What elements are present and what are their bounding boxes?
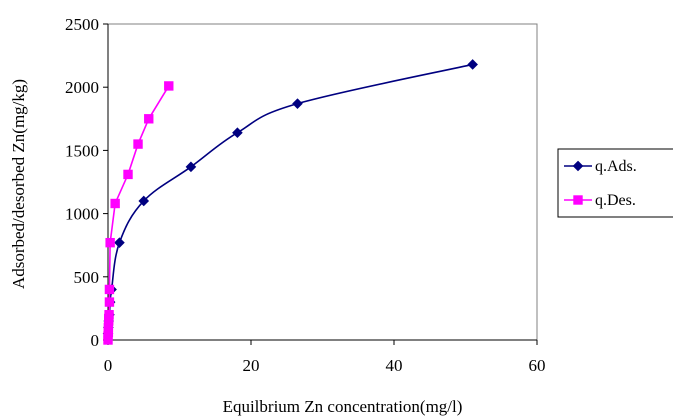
data-point-ads bbox=[185, 161, 197, 173]
x-axis-title: Equilbrium Zn concentration(mg/l) bbox=[223, 397, 463, 416]
y-axis-title: Adsorbed/desorbed Zn(mg/kg) bbox=[9, 79, 28, 289]
data-point-ads bbox=[292, 98, 303, 109]
data-point-des bbox=[133, 139, 143, 149]
y-tick-label: 2000 bbox=[65, 78, 99, 97]
legend-item-ads: q.Ads. bbox=[564, 158, 637, 175]
y-tick-label: 500 bbox=[74, 268, 100, 287]
data-point-ads bbox=[138, 195, 150, 207]
legend-item-des: q.Des. bbox=[564, 192, 636, 209]
series-des bbox=[103, 81, 174, 345]
x-tick-label: 0 bbox=[104, 356, 113, 375]
y-tick-label: 0 bbox=[91, 331, 100, 350]
data-point-ads bbox=[232, 127, 243, 139]
legend-box bbox=[557, 148, 673, 218]
data-point-des bbox=[110, 198, 120, 209]
legend: q.Ads. q.Des. bbox=[557, 148, 673, 218]
data-point-des bbox=[123, 169, 133, 180]
data-point-ads bbox=[467, 59, 478, 70]
x-tick-label: 40 bbox=[386, 356, 403, 375]
legend-label-des: q.Des. bbox=[595, 192, 636, 209]
y-tick-label: 1500 bbox=[65, 141, 99, 160]
legend-swatch-marker bbox=[573, 195, 583, 205]
y-tick-label: 2500 bbox=[65, 15, 99, 34]
series-layer bbox=[102, 59, 478, 345]
data-point-ads bbox=[114, 237, 125, 248]
plot-area bbox=[107, 23, 538, 341]
data-point-des bbox=[105, 237, 115, 248]
data-point-des bbox=[104, 310, 114, 320]
plot-frame bbox=[107, 23, 538, 341]
x-tick-label: 20 bbox=[243, 356, 260, 375]
legend-label-ads: q.Ads. bbox=[595, 158, 637, 175]
y-tick-label: 1000 bbox=[65, 205, 99, 224]
data-point-des bbox=[104, 284, 115, 295]
data-point-des bbox=[104, 297, 115, 307]
axes: 0 500 1000 1500 2000 2500 0 20 40 60 bbox=[65, 15, 546, 375]
data-point-des bbox=[144, 114, 154, 124]
data-point-des bbox=[164, 81, 174, 91]
x-tick-label: 60 bbox=[529, 356, 546, 375]
legend-swatch-marker bbox=[572, 160, 584, 172]
